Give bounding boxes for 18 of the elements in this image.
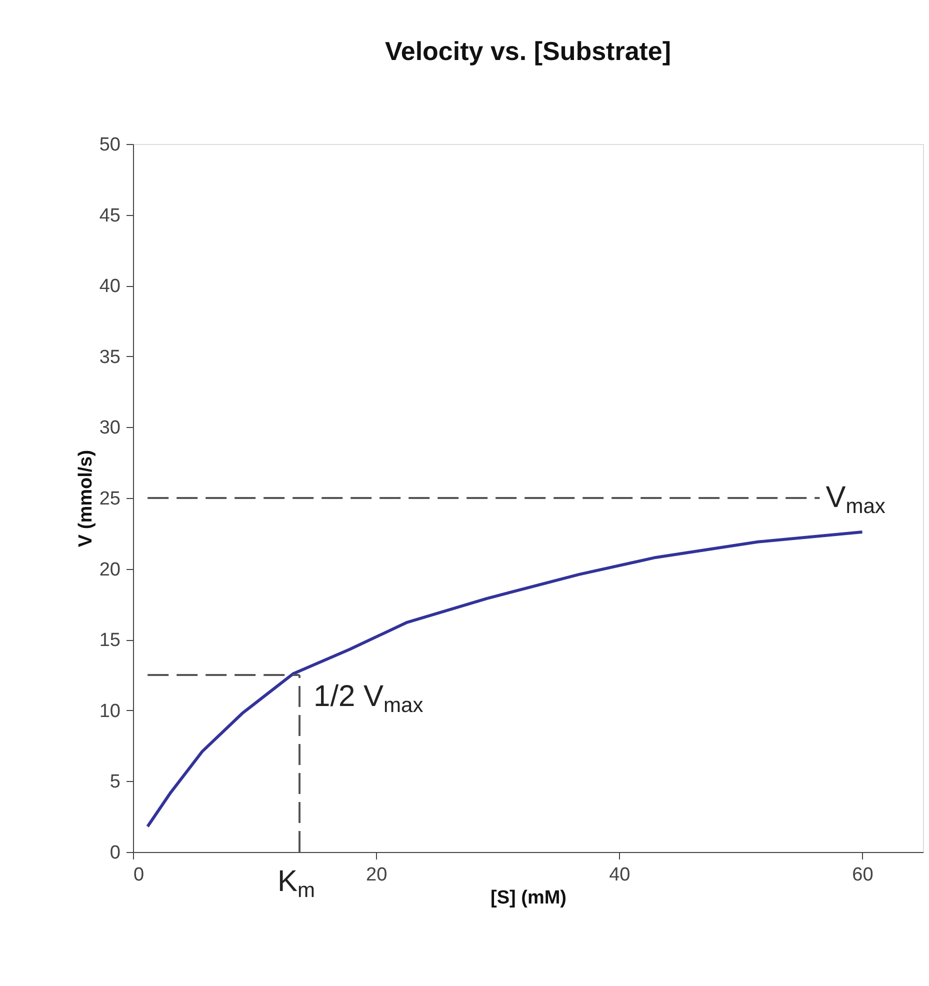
y-tick-label: 20 — [99, 559, 120, 580]
chart-title: Velocity vs. [Substrate] — [384, 36, 672, 66]
y-tick-label: 45 — [99, 205, 120, 226]
y-tick-label: 5 — [110, 772, 120, 793]
x-tick-label: 60 — [852, 864, 874, 886]
y-axis-title: V (mmol/s) — [75, 450, 96, 548]
y-tick-label: 0 — [110, 842, 120, 864]
x-tick-label: 0 — [134, 864, 144, 886]
y-tick-label: 25 — [99, 488, 120, 510]
y-tick-label: 35 — [99, 346, 120, 368]
y-tick-label: 10 — [99, 700, 120, 722]
y-tick-label: 50 — [99, 134, 120, 156]
x-tick-label: 40 — [609, 864, 630, 886]
y-tick-label: 15 — [99, 630, 120, 652]
x-tick-label: 20 — [366, 864, 388, 886]
y-tick-label: 30 — [99, 418, 120, 439]
x-axis-title: [S] (mM) — [490, 888, 566, 908]
y-tick-label: 40 — [99, 276, 120, 298]
